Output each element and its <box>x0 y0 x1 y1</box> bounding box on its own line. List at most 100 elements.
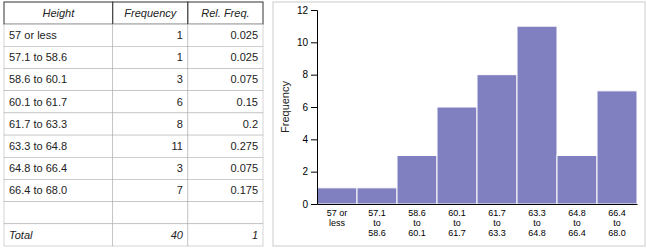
table-text: 61.7 to 63.3 <box>9 118 67 130</box>
table-cell <box>188 46 263 68</box>
bars <box>317 26 637 204</box>
x-tick-label-line: 64.8 <box>568 208 586 218</box>
x-axis: 57 orless57.1to58.658.6to60.160.1to61.76… <box>318 205 638 238</box>
table-cell <box>4 91 113 113</box>
table-cell <box>188 2 263 24</box>
y-tick-label: 0 <box>302 199 308 210</box>
y-axis-title: Frequency <box>279 81 291 133</box>
x-tick-label-line: to <box>413 218 421 228</box>
y-tick: 12 <box>297 5 317 16</box>
x-tick-label-line: 61.7 <box>448 228 466 238</box>
table-cell <box>113 113 188 135</box>
x-tick-label: 61.7to63.3 <box>488 208 506 238</box>
x-tick-label-line: 66.4 <box>568 228 586 238</box>
table-cell <box>113 179 188 201</box>
y-tick: 2 <box>302 166 317 177</box>
table-header: Height <box>42 7 75 19</box>
x-tick-label: 57.1to58.6 <box>368 208 386 238</box>
x-tick-label-line: 61.7 <box>488 208 506 218</box>
table-cell <box>188 157 263 179</box>
table-total: Total <box>9 229 33 241</box>
table-cell <box>188 135 263 157</box>
table-text: 1 <box>177 29 183 41</box>
table-cell <box>113 202 188 224</box>
table-text: 66.4 to 68.0 <box>9 184 67 196</box>
x-tick-label-line: 58.6 <box>368 228 386 238</box>
x-tick-label-line: to <box>373 218 381 228</box>
x-tick-label-line: 64.8 <box>528 228 546 238</box>
table-cell <box>4 113 113 135</box>
x-tick-label-line: 63.3 <box>528 208 546 218</box>
x-tick-label-line: 60.1 <box>448 208 466 218</box>
y-tick-label: 6 <box>302 102 308 113</box>
table-text: 3 <box>177 162 183 174</box>
x-tick-label-line: to <box>493 218 501 228</box>
y-tick-label: 4 <box>302 134 308 145</box>
y-tick-label: 8 <box>302 69 308 80</box>
x-tick-label-line: 58.6 <box>408 208 426 218</box>
bar <box>597 91 637 204</box>
table-text: 11 <box>171 140 182 152</box>
table-cell <box>113 46 188 68</box>
table-text: 64.8 to 66.4 <box>9 162 67 174</box>
table-text: 6 <box>177 96 183 108</box>
table-text: 0.15 <box>237 96 258 108</box>
table-cell <box>4 202 113 224</box>
x-tick: 60.1to61.7 <box>448 208 466 238</box>
y-tick-mark <box>311 10 317 11</box>
table-total: 40 <box>171 229 184 241</box>
table-cell <box>188 69 263 91</box>
y-tick-mark <box>311 139 317 140</box>
bar <box>357 188 397 204</box>
table-text: 58.6 to 60.1 <box>9 73 67 85</box>
table-cell <box>4 224 113 246</box>
table-cell <box>4 24 113 46</box>
table-cell <box>113 157 188 179</box>
y-tick: 10 <box>297 37 317 48</box>
x-tick-label-line: less <box>329 218 346 228</box>
chart-frame <box>273 2 645 246</box>
table-header: Frequency <box>124 7 177 19</box>
bar <box>477 75 517 204</box>
y-tick-label: 12 <box>297 5 309 16</box>
table-cell <box>113 91 188 113</box>
x-tick-label-line: 63.3 <box>488 228 506 238</box>
table-cell <box>188 224 263 246</box>
x-tick-label-line: 66.4 <box>608 208 626 218</box>
table-cell <box>113 24 188 46</box>
table-header: Rel. Freq. <box>201 7 249 19</box>
table-text: 0.275 <box>230 140 258 152</box>
x-tick-label-line: 57 or <box>327 208 348 218</box>
table-text: 0.075 <box>230 73 258 85</box>
table-text: 3 <box>177 73 183 85</box>
x-tick-label: 64.8to66.4 <box>568 208 586 238</box>
figure: Height Frequency Rel. Freq. 57 or less 1 0.02… <box>0 0 647 248</box>
x-tick: 57.1to58.6 <box>368 208 386 238</box>
bar <box>517 26 557 204</box>
y-tick-mark <box>311 107 317 108</box>
table-cell <box>113 2 188 24</box>
table-text: 60.1 to 61.7 <box>9 96 67 108</box>
x-tick-label: 58.6to60.1 <box>408 208 426 238</box>
y-tick: 0 <box>302 199 317 210</box>
y-tick-mark <box>311 204 317 205</box>
x-tick: 61.7to63.3 <box>488 208 506 238</box>
table-text: 0.175 <box>230 184 258 196</box>
y-tick-label: 2 <box>302 166 308 177</box>
x-tick: 57 orless <box>327 208 348 228</box>
table-text: 0.025 <box>230 51 258 63</box>
bar <box>557 156 597 205</box>
x-tick-label-line: to <box>613 218 621 228</box>
table-cell <box>4 69 113 91</box>
x-tick-label-line: 68.0 <box>608 228 626 238</box>
table-cell <box>4 2 113 24</box>
frequency-table: HeightFrequencyRel. Freq.57 or less10.02… <box>4 2 263 246</box>
y-tick-mark <box>311 75 317 76</box>
x-tick-label: 63.3to64.8 <box>528 208 546 238</box>
table-text: 8 <box>177 118 183 130</box>
table-text: 63.3 to 64.8 <box>9 140 67 152</box>
y-tick: 4 <box>302 134 317 145</box>
y-axis: 0 2 4 6 8 10 12 <box>297 5 318 210</box>
table-cell <box>113 224 188 246</box>
x-tick: 66.4to68.0 <box>608 208 626 238</box>
